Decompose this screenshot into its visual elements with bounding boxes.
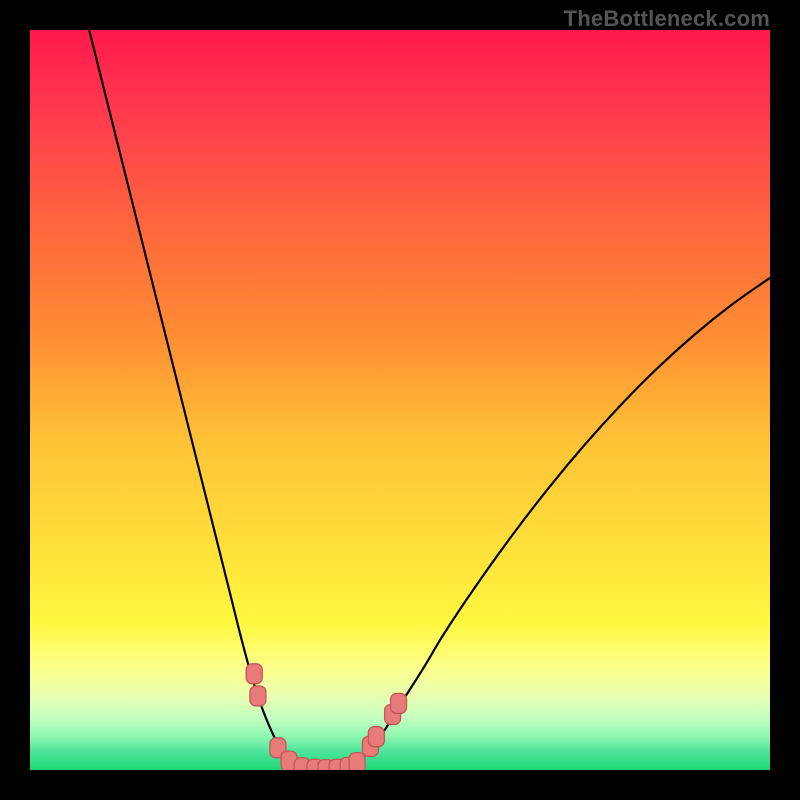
marker-point: [391, 693, 407, 713]
chart-outer: TheBottleneck.com: [0, 0, 800, 800]
marker-point: [368, 727, 384, 747]
curve-right-branch: [348, 278, 770, 768]
marker-point: [250, 686, 266, 706]
marker-point: [246, 664, 262, 684]
marker-point: [349, 753, 365, 770]
watermark-text: TheBottleneck.com: [564, 6, 770, 32]
curve-layer: [30, 30, 770, 770]
curve-left-branch: [89, 30, 304, 768]
plot-area: [30, 30, 770, 770]
